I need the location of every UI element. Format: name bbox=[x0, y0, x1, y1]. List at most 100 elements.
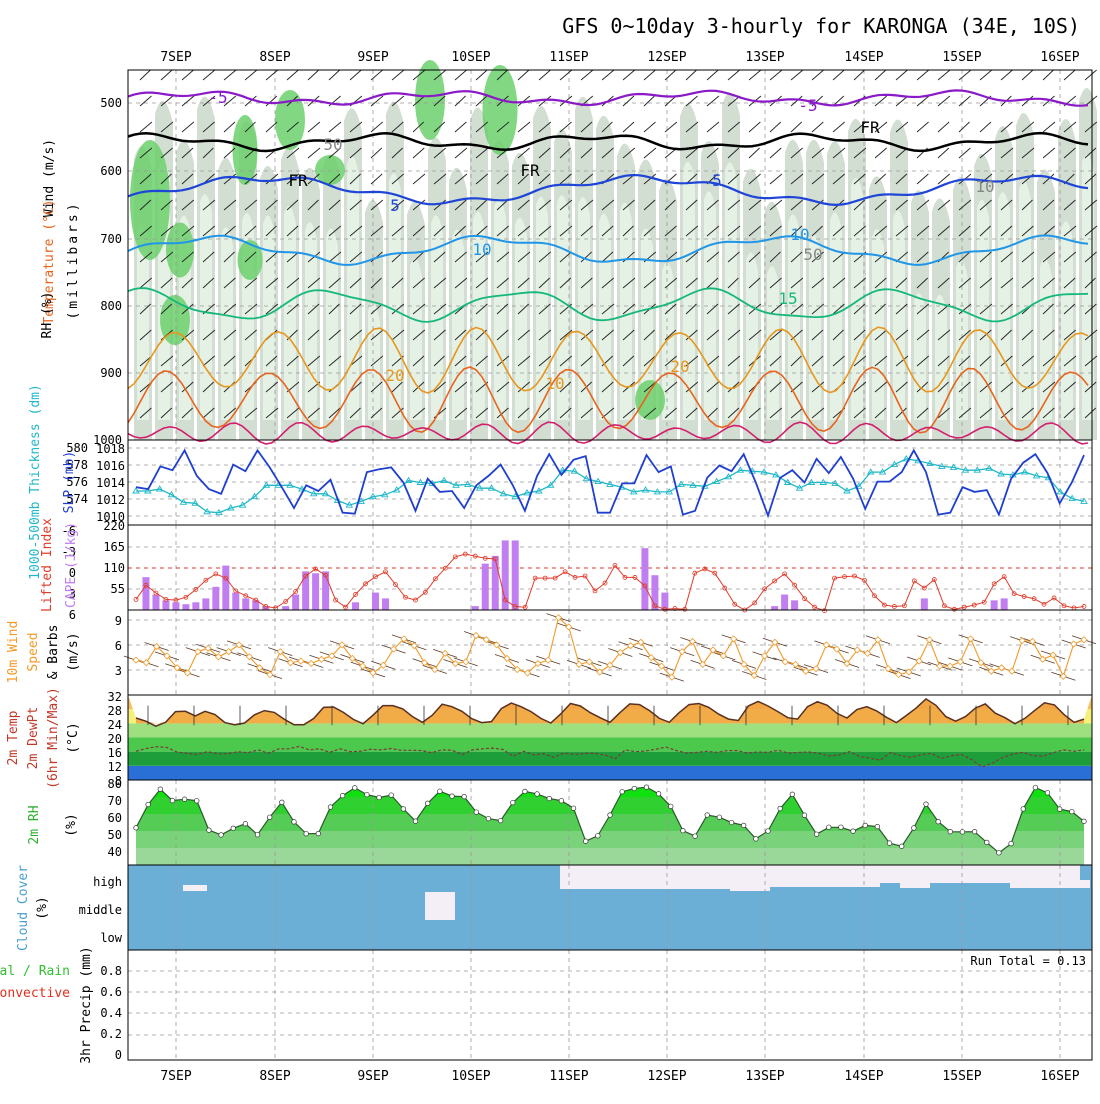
lifted-index-point bbox=[223, 575, 229, 581]
cloud-clear-7 bbox=[425, 892, 455, 920]
lifted-index-point bbox=[961, 604, 967, 610]
thickness-point bbox=[392, 486, 401, 493]
wind-barb bbox=[139, 173, 152, 185]
slp-panel-labels: 1000-500mb Thickness (dm) SLP (mb) bbox=[28, 384, 77, 580]
wind-barb bbox=[160, 355, 174, 367]
rh-point bbox=[728, 819, 735, 826]
rh-light-shade-37 bbox=[914, 293, 926, 420]
rh-point bbox=[1044, 790, 1051, 796]
wind-barb bbox=[1084, 225, 1098, 237]
wind-barb bbox=[1084, 173, 1097, 185]
cape-bar bbox=[292, 594, 300, 610]
wind-barb bbox=[1042, 225, 1056, 237]
wind-barb bbox=[580, 355, 593, 367]
wind-barb bbox=[811, 199, 824, 211]
pressure-tick-700: 700 bbox=[100, 232, 122, 246]
contour-label-3: FR bbox=[288, 171, 308, 190]
wind-barb bbox=[559, 355, 572, 367]
rh-point bbox=[595, 833, 601, 839]
thickness-point bbox=[1032, 472, 1041, 479]
thickness-point bbox=[866, 468, 875, 475]
date-label-bottom-9: 16SEP bbox=[1040, 1069, 1079, 1084]
wind-barb bbox=[643, 121, 656, 133]
wind-barb bbox=[349, 199, 362, 211]
wind-barb bbox=[706, 407, 718, 419]
thickness-point bbox=[724, 472, 733, 480]
wind-barb bbox=[664, 329, 677, 341]
wind-barb bbox=[1021, 407, 1034, 419]
wind-barb bbox=[1084, 407, 1097, 419]
wind-speed-point bbox=[286, 659, 295, 667]
wind-barb bbox=[202, 225, 216, 237]
wind-speed-point bbox=[410, 642, 418, 650]
wind-barb bbox=[622, 225, 634, 237]
wind-barb bbox=[727, 225, 741, 237]
contour-label-14: 50 bbox=[803, 245, 822, 264]
wind-barb bbox=[412, 173, 426, 185]
wind-barb bbox=[475, 121, 489, 133]
thickness-point bbox=[345, 501, 354, 508]
wind-barb bbox=[517, 95, 531, 107]
wind-barb bbox=[202, 121, 215, 133]
wind-barb bbox=[223, 199, 237, 211]
lifted-index-point bbox=[1041, 601, 1047, 607]
wind-barb bbox=[265, 69, 279, 81]
wind-speed-point bbox=[163, 652, 171, 660]
wind-barb bbox=[958, 277, 971, 289]
cape-bar bbox=[322, 571, 330, 610]
lifted-index-point bbox=[502, 597, 508, 603]
wind-barb bbox=[874, 69, 887, 81]
wind-panel-labels: 10m Wind Speed & Barbs (m/s) bbox=[6, 621, 81, 684]
rh-point bbox=[206, 827, 212, 833]
wind-barb bbox=[748, 329, 762, 341]
rh-point bbox=[655, 791, 662, 797]
wind-barb bbox=[202, 199, 216, 211]
wind-barb bbox=[475, 199, 487, 211]
wind-barb bbox=[979, 225, 991, 237]
lifted-index-point bbox=[832, 575, 837, 581]
wind-barb bbox=[265, 277, 279, 289]
lifted-index-point bbox=[492, 556, 498, 562]
rh-tick-40: 40 bbox=[108, 845, 122, 859]
cape-bar bbox=[142, 577, 150, 610]
lifted-index-point bbox=[642, 583, 648, 589]
wind-barb bbox=[706, 225, 720, 237]
rh-light-shade-17 bbox=[494, 199, 506, 420]
wind-barb bbox=[874, 329, 887, 341]
rh-point bbox=[923, 801, 929, 807]
rh-light-shade-15 bbox=[452, 229, 464, 420]
lifted-index-point bbox=[672, 606, 678, 611]
wind-speed-point bbox=[173, 664, 181, 672]
lifted-index-point bbox=[183, 594, 189, 600]
wind-barb bbox=[328, 407, 341, 419]
cloud-panel-labels: Cloud Cover (%) high middle low bbox=[16, 865, 123, 951]
wind-barb bbox=[916, 121, 929, 133]
rh-light-shade-45 bbox=[1082, 154, 1094, 420]
rh-green-patch-4 bbox=[415, 60, 445, 140]
li-tick-1: -3 bbox=[62, 545, 76, 559]
wind-barb bbox=[748, 69, 762, 81]
wind-barb bbox=[832, 225, 845, 237]
wind-barb bbox=[853, 147, 867, 159]
thickness-point bbox=[878, 468, 887, 475]
wind-barb bbox=[328, 251, 342, 263]
wind-barb bbox=[181, 199, 195, 211]
thickness-point bbox=[855, 482, 863, 489]
wind-barb bbox=[181, 225, 195, 237]
wind-barb bbox=[748, 121, 761, 133]
wind-barb bbox=[916, 355, 930, 367]
thickness-point bbox=[191, 499, 200, 506]
thickness-point bbox=[819, 478, 828, 485]
rh-light-shade-18 bbox=[515, 217, 527, 420]
wind-barb bbox=[244, 225, 257, 237]
wind-barb bbox=[580, 225, 593, 237]
wind-barb bbox=[580, 407, 593, 419]
lifted-index-point bbox=[203, 577, 209, 583]
wind-barb bbox=[664, 407, 677, 419]
wind-speed-point bbox=[936, 662, 944, 670]
rh-light-shade-12 bbox=[389, 173, 401, 420]
precip-tick-2: 0.4 bbox=[100, 1006, 122, 1020]
wind-barb bbox=[622, 69, 636, 81]
wind-barb bbox=[790, 173, 804, 185]
wind-barb bbox=[832, 147, 846, 159]
